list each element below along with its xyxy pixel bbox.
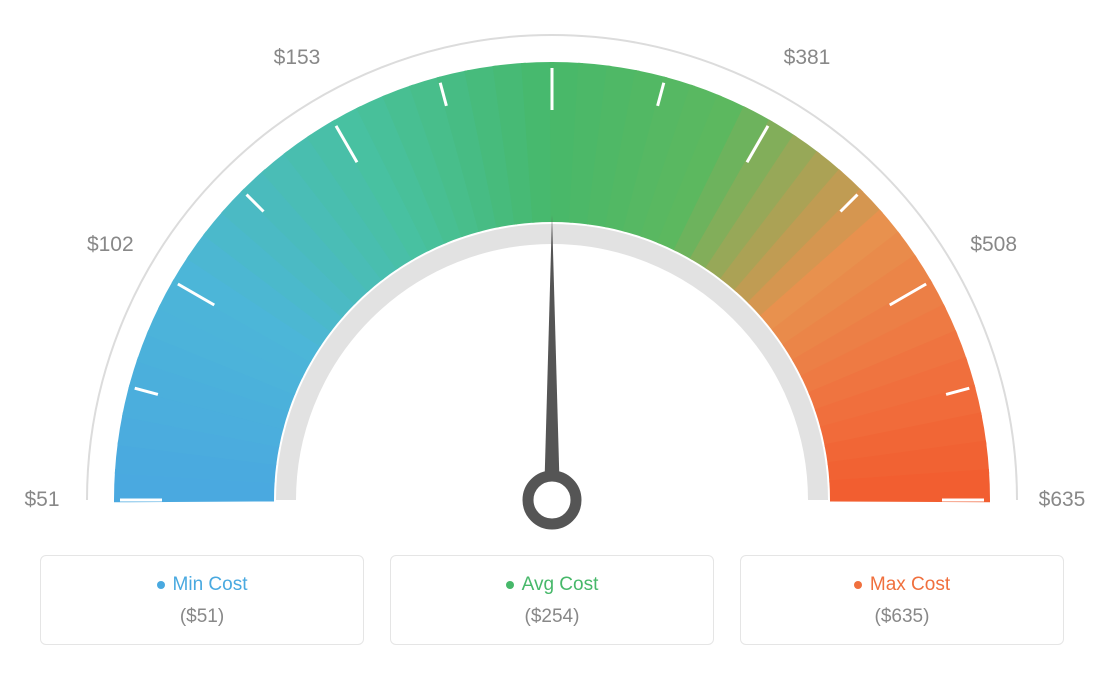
legend-dot-min — [157, 581, 165, 589]
tick-label: $381 — [784, 46, 831, 70]
legend-card-max: Max Cost ($635) — [740, 555, 1064, 645]
legend-title-max: Max Cost — [854, 574, 950, 596]
tick-label: $102 — [87, 233, 134, 257]
tick-label: $153 — [274, 46, 321, 70]
tick-label: $508 — [970, 233, 1017, 257]
legend-title-avg: Avg Cost — [506, 574, 599, 596]
legend-label-max: Max Cost — [870, 574, 950, 596]
needle-hub — [528, 476, 576, 524]
legend-dot-max — [854, 581, 862, 589]
needle — [544, 215, 560, 500]
legend-value-min: ($51) — [51, 606, 353, 628]
legend-value-max: ($635) — [751, 606, 1053, 628]
cost-gauge: $51 $102 $153 $254 $381 $508 $635 — [0, 0, 1104, 545]
tick-label: $254 — [529, 0, 576, 2]
legend-card-min: Min Cost ($51) — [40, 555, 364, 645]
legend-label-min: Min Cost — [173, 574, 248, 596]
legend-row: Min Cost ($51) Avg Cost ($254) Max Cost … — [0, 555, 1104, 645]
legend-title-min: Min Cost — [157, 574, 248, 596]
gauge-svg — [0, 0, 1104, 545]
tick-label: $51 — [24, 488, 59, 512]
legend-card-avg: Avg Cost ($254) — [390, 555, 714, 645]
legend-value-avg: ($254) — [401, 606, 703, 628]
legend-dot-avg — [506, 581, 514, 589]
legend-label-avg: Avg Cost — [522, 574, 599, 596]
tick-label: $635 — [1039, 488, 1086, 512]
